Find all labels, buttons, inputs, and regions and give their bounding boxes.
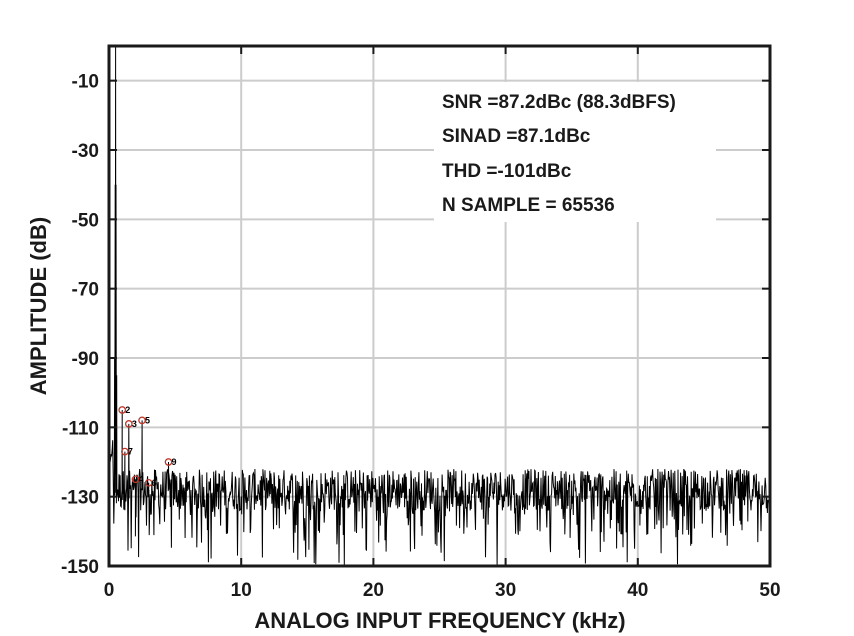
x-tick-label: 40: [627, 580, 648, 601]
harmonic-label: 6: [152, 478, 157, 488]
harmonic-marker: [164, 458, 173, 466]
harmonic-label: 2: [125, 405, 130, 415]
harmonic-label: 4: [138, 474, 143, 484]
harmonic-marker: [118, 406, 127, 414]
x-tick-label: 30: [495, 580, 516, 601]
y-tick-label: -130: [61, 488, 99, 509]
x-tick-label: 0: [104, 580, 115, 601]
y-axis-title: AMPLITUDE (dB): [26, 217, 51, 395]
harmonic-markers: 23 4 5 6 7 9: [118, 405, 177, 488]
harmonic-marker: [144, 478, 153, 487]
harmonic-marker: [131, 475, 140, 484]
annotation-box: SNR =87.2dBc (88.3dBFS) SINAD =87.1dBc T…: [434, 82, 716, 222]
y-tick-label: -50: [72, 210, 99, 231]
harmonic-marker: [124, 420, 133, 428]
harmonic-label: 5: [145, 415, 150, 425]
harmonic-marker: [138, 416, 146, 425]
harmonic-label: 7: [128, 447, 133, 457]
x-tick-label: 50: [759, 580, 780, 601]
y-tick-label: -150: [61, 557, 99, 578]
y-tick-label: -30: [72, 141, 99, 162]
y-tick-label: -70: [72, 280, 99, 301]
spectrum-line: [109, 45, 771, 566]
y-tick-label: -110: [62, 418, 99, 439]
plot-frame: [107, 44, 772, 568]
x-tick-label: 10: [231, 580, 252, 601]
n-sample-annotation: N SAMPLE = 65536: [442, 195, 615, 216]
harmonic-label: 9: [171, 457, 176, 467]
y-tick-label: -10: [72, 72, 99, 93]
y-tick-label: -90: [72, 349, 99, 370]
harmonic-marker: [121, 447, 129, 456]
spectrum-trace: [109, 45, 771, 566]
x-tick-label: 20: [363, 580, 384, 601]
tick-labels: 0 10 20 30 40 50 -10 -30 -50 -70 -90 -110 -130 -150: [61, 72, 781, 601]
annotation-background: [434, 82, 716, 222]
x-axis-title: ANALOG INPUT FREQUENCY (kHz): [254, 608, 625, 633]
sinad-annotation: SINAD =87.1dBc: [442, 126, 591, 147]
harmonic-label: 3: [132, 419, 137, 429]
thd-annotation: THD =-101dBc: [442, 161, 572, 182]
snr-annotation: SNR =87.2dBc (88.3dBFS): [442, 92, 676, 113]
